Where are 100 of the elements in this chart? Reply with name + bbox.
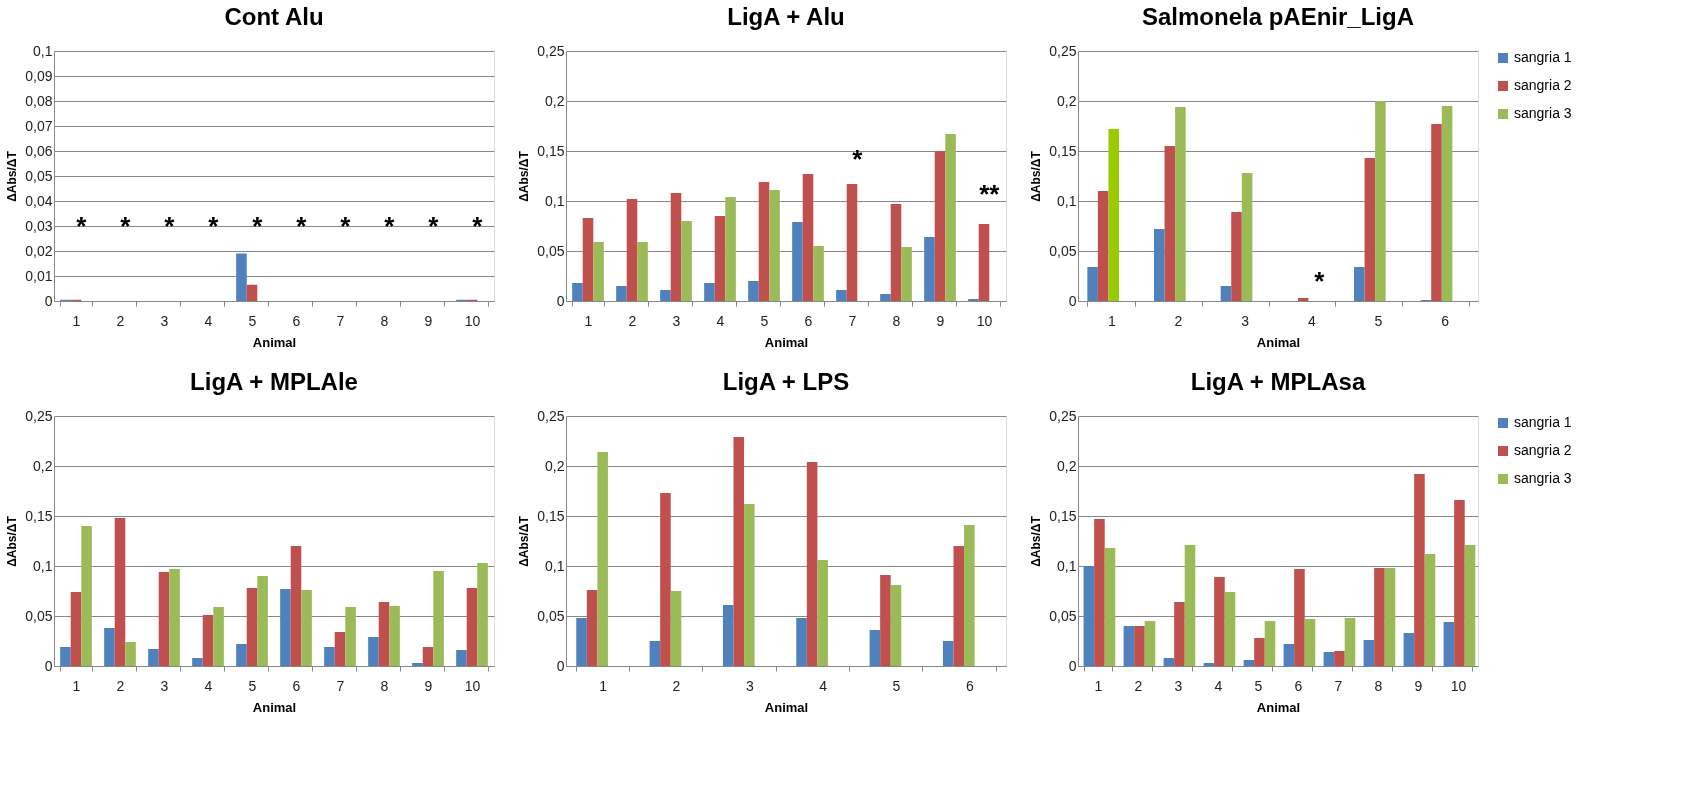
- y-axis-title: ΔAbs/ΔT: [1029, 150, 1044, 202]
- bar: [758, 182, 770, 301]
- x-tick-label: 5: [248, 312, 257, 329]
- bar: [670, 591, 682, 666]
- bar: [733, 437, 745, 666]
- bar: [802, 174, 814, 301]
- y-tick-label: 0,2: [1057, 457, 1077, 474]
- bar: [744, 504, 755, 666]
- bar: [257, 576, 268, 666]
- y-tick-label: 0,02: [25, 242, 53, 259]
- annotation: *: [296, 211, 308, 241]
- annotation: *: [120, 211, 132, 241]
- x-tick-label: 4: [204, 312, 213, 329]
- y-tick-label: 0,05: [537, 242, 565, 259]
- x-tick-label: 10: [464, 312, 481, 329]
- bar: [836, 290, 847, 301]
- y-tick-label: 0,05: [25, 167, 53, 184]
- bar: [1414, 474, 1425, 666]
- y-axis-title: ΔAbs/ΔT: [517, 515, 532, 567]
- y-tick-label: 0,04: [25, 192, 53, 209]
- x-tick-label: 4: [1214, 677, 1223, 694]
- annotation: *: [252, 211, 264, 241]
- x-axis-title: Animal: [1256, 334, 1301, 350]
- x-tick-label: 1: [72, 312, 81, 329]
- bar: [880, 294, 891, 301]
- chart-title: LigA + LPS: [722, 368, 850, 395]
- y-tick-label: 0,15: [25, 507, 53, 524]
- bar: [213, 607, 224, 666]
- x-tick-label: 9: [1414, 677, 1423, 694]
- bar: [1334, 651, 1345, 666]
- bar: [670, 193, 682, 301]
- bar: [817, 560, 828, 666]
- bar: [846, 184, 858, 301]
- bar: [202, 615, 214, 666]
- bar: [433, 571, 444, 666]
- y-tick-label: 0,01: [25, 267, 53, 284]
- bar: [880, 575, 891, 666]
- bar: [324, 647, 335, 666]
- x-tick-label: 4: [819, 677, 828, 694]
- y-tick-label: 0,05: [1049, 607, 1077, 624]
- legend-label: sangria 2: [1514, 442, 1572, 458]
- x-tick-label: 10: [1450, 677, 1467, 694]
- bar: [1087, 267, 1098, 301]
- bar: [1144, 621, 1156, 666]
- bar: [1220, 286, 1232, 301]
- y-tick-label: 0,08: [25, 92, 53, 109]
- bar: [456, 650, 467, 666]
- bar: [334, 632, 346, 666]
- bar: [148, 649, 159, 666]
- x-tick-label: 9: [936, 312, 945, 329]
- x-tick-label: 6: [292, 312, 301, 329]
- y-tick-label: 0,1: [1057, 557, 1077, 574]
- bar: [1214, 577, 1225, 666]
- bar: [1304, 619, 1316, 666]
- x-axis-title: Animal: [1256, 699, 1301, 715]
- bar: [412, 663, 423, 666]
- x-axis-title: Animal: [252, 699, 297, 715]
- bar: [660, 290, 671, 301]
- y-tick-label: 0,15: [537, 507, 565, 524]
- bar: [236, 253, 247, 301]
- bar: [616, 286, 627, 301]
- bar: [114, 518, 126, 666]
- y-tick-label: 0,03: [25, 217, 53, 234]
- x-tick-label: 2: [116, 677, 125, 694]
- x-tick-label: 10: [976, 312, 993, 329]
- bar: [477, 563, 488, 666]
- x-tick-label: 5: [248, 677, 257, 694]
- bar: [1431, 124, 1442, 301]
- legend-label: sangria 3: [1514, 470, 1572, 486]
- x-tick-label: 2: [116, 312, 125, 329]
- x-tick-label: 1: [584, 312, 593, 329]
- y-tick-label: 0,07: [25, 117, 53, 134]
- x-axis-title: Animal: [252, 334, 297, 350]
- bar: [378, 602, 390, 666]
- bar: [1203, 663, 1215, 666]
- bar: [422, 647, 434, 666]
- annotation: *: [164, 211, 176, 241]
- bar: [792, 222, 803, 301]
- bar: [1374, 568, 1385, 666]
- x-tick-label: 3: [1241, 312, 1250, 329]
- bar: [389, 606, 400, 666]
- y-axis-title: ΔAbs/ΔT: [5, 150, 20, 202]
- y-tick-label: 0,1: [33, 42, 53, 59]
- x-tick-label: 10: [464, 677, 481, 694]
- bar: [192, 658, 203, 666]
- x-tick-label: 6: [965, 677, 974, 694]
- bar: [714, 216, 726, 301]
- annotation: *: [76, 211, 88, 241]
- bar: [1163, 658, 1175, 666]
- x-tick-label: 2: [1134, 677, 1143, 694]
- bar: [649, 641, 661, 666]
- bar: [1164, 146, 1176, 301]
- y-tick-label: 0,2: [33, 457, 53, 474]
- y-axis-title: ΔAbs/ΔT: [5, 515, 20, 567]
- bar: [1363, 640, 1375, 666]
- bar: [1464, 545, 1476, 666]
- chart-title: LigA + Alu: [727, 3, 845, 30]
- bar: [586, 590, 598, 666]
- bar: [1403, 633, 1415, 666]
- chart-title: Cont Alu: [224, 3, 324, 30]
